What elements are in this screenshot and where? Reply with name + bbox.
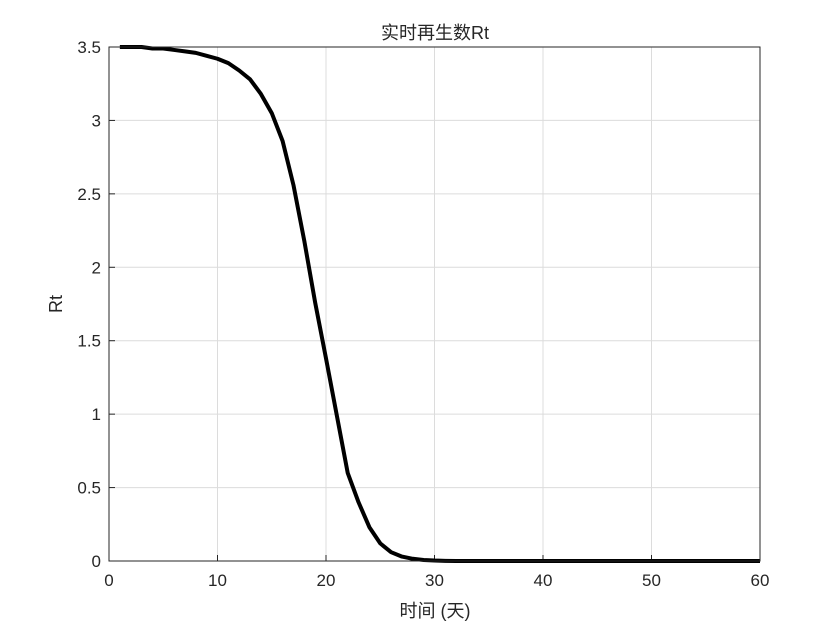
y-tick-label: 2 bbox=[92, 258, 101, 277]
y-tick-label: 3 bbox=[92, 111, 101, 130]
y-tick-label: 2.5 bbox=[77, 185, 101, 204]
chart-title: 实时再生数Rt bbox=[381, 23, 489, 43]
x-tick-label: 0 bbox=[104, 571, 113, 590]
ticks: 0 10 20 30 40 50 60 0 0.5 1 1.5 2 2.5 3 3.5 bbox=[77, 38, 769, 590]
x-tick-label: 20 bbox=[317, 571, 336, 590]
y-tick-label: 3.5 bbox=[77, 38, 101, 57]
y-tick-label: 1 bbox=[92, 405, 101, 424]
y-tick-label: 1.5 bbox=[77, 332, 101, 351]
x-tick-label: 60 bbox=[751, 571, 770, 590]
x-tick-label: 50 bbox=[642, 571, 661, 590]
x-tick-label: 10 bbox=[208, 571, 227, 590]
x-tick-label: 40 bbox=[534, 571, 553, 590]
axes-box bbox=[108, 46, 761, 562]
y-tick-label: 0 bbox=[92, 552, 101, 571]
y-tick-label: 0.5 bbox=[77, 479, 101, 498]
x-tick-label: 30 bbox=[425, 571, 444, 590]
y-axis-label: Rt bbox=[46, 295, 66, 313]
x-axis-label: 时间 (天) bbox=[400, 601, 471, 621]
